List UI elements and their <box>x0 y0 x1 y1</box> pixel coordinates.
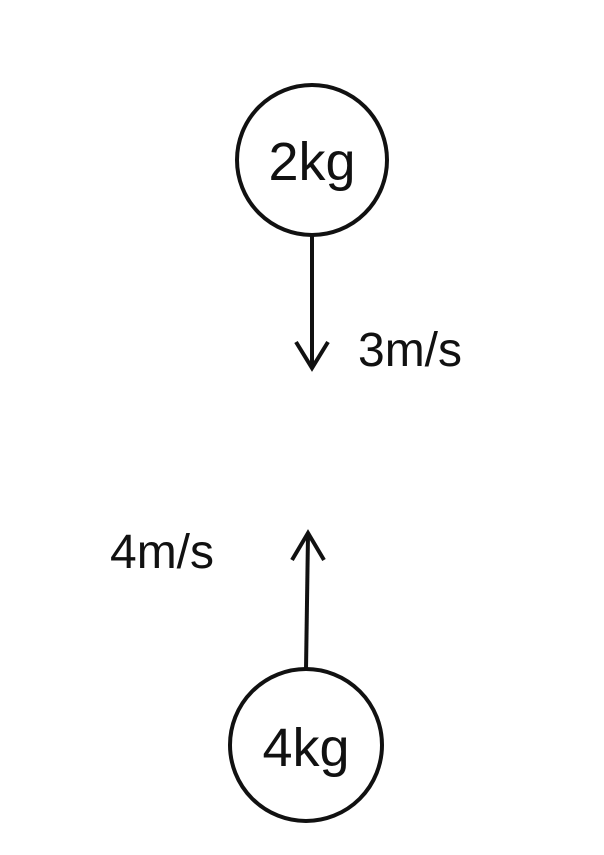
arrow-up-icon <box>290 529 326 562</box>
bottom-body-mass-label: 4kg <box>262 718 349 778</box>
bottom-velocity-label: 4m/s <box>110 526 214 579</box>
bottom-velocity-arrow-shaft <box>304 534 310 671</box>
top-body-mass-label: 2kg <box>268 132 355 192</box>
top-velocity-arrow <box>294 235 330 372</box>
arrow-down-icon <box>294 340 330 372</box>
top-body: 2kg <box>235 83 389 237</box>
bottom-body: 4kg <box>228 667 384 823</box>
bottom-velocity-arrow <box>290 529 326 671</box>
top-velocity-label: 3m/s <box>358 324 462 377</box>
bottom-body-circle <box>228 667 384 823</box>
